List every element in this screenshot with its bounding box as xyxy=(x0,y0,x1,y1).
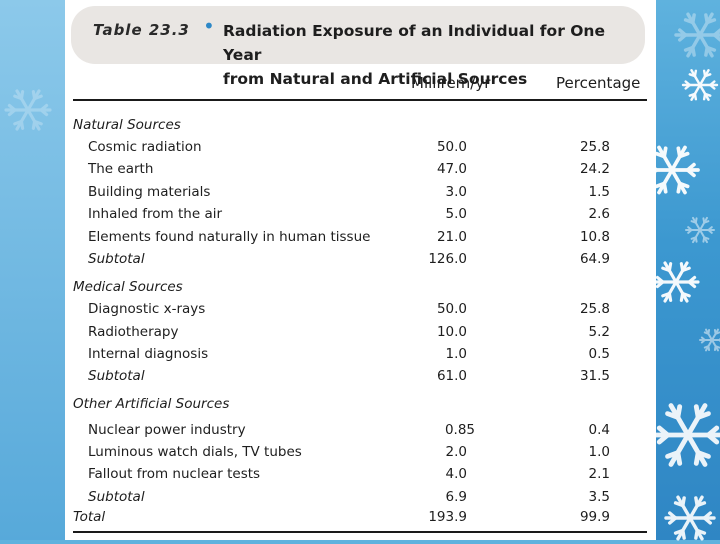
row-label: Elements found naturally in human tissue xyxy=(88,229,371,245)
row-label: Subtotal xyxy=(88,489,145,505)
subtotal-row: Subtotal 61.0 31.5 xyxy=(65,366,656,388)
row-label: Total xyxy=(73,509,106,525)
row-label: Nuclear power industry xyxy=(88,422,246,438)
millirem-value: 61.0 xyxy=(436,368,467,384)
row-label: Diagnostic x-rays xyxy=(88,301,206,317)
percentage-value: 99.9 xyxy=(579,509,610,525)
row-label: Inhaled from the air xyxy=(88,206,223,222)
millirem-value: 193.9 xyxy=(428,509,467,525)
millirem-value: 126.0 xyxy=(428,251,467,267)
millirem-value: 1.0 xyxy=(445,346,467,362)
table-row: Fallout from nuclear tests 4.0 2.1 xyxy=(65,464,656,486)
table-row: Inhaled from the air 5.0 2.6 xyxy=(65,204,656,226)
snowflake-icon xyxy=(4,89,52,131)
table-title: Radiation Exposure of an Individual for … xyxy=(223,19,643,91)
row-label: Subtotal xyxy=(88,368,145,384)
row-label: Cosmic radiation xyxy=(88,139,202,155)
background-left-panel xyxy=(0,0,65,540)
row-label: Internal diagnosis xyxy=(88,346,209,362)
table-row: Internal diagnosis 1.0 0.5 xyxy=(65,344,656,366)
snowflake-icon xyxy=(685,216,715,244)
snowflake-icon xyxy=(699,328,720,352)
footer-rule xyxy=(73,531,647,533)
percentage-value: 0.4 xyxy=(588,422,610,438)
table-row: Diagnostic x-rays 50.0 25.8 xyxy=(65,299,656,321)
row-label: Fallout from nuclear tests xyxy=(88,466,261,482)
percentage-value: 2.1 xyxy=(588,466,610,482)
millirem-value: 50.0 xyxy=(436,301,467,317)
column-header-millirem: Millirem/yr xyxy=(411,74,491,92)
snowflake-icon xyxy=(664,495,716,541)
table-page: Table 23.3 • Radiation Exposure of an In… xyxy=(65,0,656,540)
percentage-value: 2.6 xyxy=(588,206,610,222)
table-row: Nuclear power industry 0.85 0.4 xyxy=(65,420,656,442)
row-label: Natural Sources xyxy=(73,117,181,133)
snowflake-icon xyxy=(652,261,700,303)
millirem-value: 10.0 xyxy=(436,324,467,340)
header-rule xyxy=(73,99,647,101)
column-header-percentage: Percentage xyxy=(556,74,641,92)
table-row: The earth 47.0 24.2 xyxy=(65,159,656,181)
section-header-row: Other Artificial Sources xyxy=(65,394,656,416)
row-label: Building materials xyxy=(88,184,211,200)
table-title-line-2: from Natural and Artificial Sources xyxy=(223,70,528,88)
section-header-row: Natural Sources xyxy=(65,115,656,137)
section-header-row: Medical Sources xyxy=(65,277,656,299)
row-label: Radiotherapy xyxy=(88,324,179,340)
total-row: Total 193.9 99.9 xyxy=(65,507,656,529)
table-title-line-1: Radiation Exposure of an Individual for … xyxy=(223,22,605,64)
row-label: Medical Sources xyxy=(73,279,183,295)
millirem-value: 47.0 xyxy=(436,161,467,177)
percentage-value: 0.5 xyxy=(588,346,610,362)
snowflake-icon xyxy=(674,12,720,58)
percentage-value: 25.8 xyxy=(579,139,610,155)
millirem-value: 5.0 xyxy=(445,206,467,222)
table-row: Building materials 3.0 1.5 xyxy=(65,182,656,204)
percentage-value: 25.8 xyxy=(579,301,610,317)
bullet-icon: • xyxy=(203,14,215,38)
table-row: Luminous watch dials, TV tubes 2.0 1.0 xyxy=(65,442,656,464)
millirem-value: 3.0 xyxy=(445,184,467,200)
percentage-value: 1.0 xyxy=(588,444,610,460)
millirem-value: 6.9 xyxy=(445,489,467,505)
table-label: Table 23.3 xyxy=(93,21,190,39)
percentage-value: 1.5 xyxy=(588,184,610,200)
percentage-value: 24.2 xyxy=(579,161,610,177)
row-label: The earth xyxy=(88,161,154,177)
subtotal-row: Subtotal 126.0 64.9 xyxy=(65,249,656,271)
row-label: Other Artificial Sources xyxy=(73,396,230,412)
percentage-value: 5.2 xyxy=(588,324,610,340)
table-row: Radiotherapy 10.0 5.2 xyxy=(65,322,656,344)
millirem-value: 2.0 xyxy=(445,444,467,460)
table-row: Cosmic radiation 50.0 25.8 xyxy=(65,137,656,159)
percentage-value: 64.9 xyxy=(579,251,610,267)
percentage-value: 10.8 xyxy=(579,229,610,245)
snowflake-icon xyxy=(652,403,720,467)
millirem-value: 0.85 xyxy=(444,422,475,438)
table-row: Elements found naturally in human tissue… xyxy=(65,227,656,249)
percentage-value: 31.5 xyxy=(579,368,610,384)
snowflake-icon xyxy=(681,69,719,101)
row-label: Subtotal xyxy=(88,251,145,267)
subtotal-row: Subtotal 6.9 3.5 xyxy=(65,487,656,509)
millirem-value: 21.0 xyxy=(436,229,467,245)
millirem-value: 4.0 xyxy=(445,466,467,482)
percentage-value: 3.5 xyxy=(588,489,610,505)
row-label: Luminous watch dials, TV tubes xyxy=(88,444,302,460)
millirem-value: 50.0 xyxy=(436,139,467,155)
table-title-box: Table 23.3 • Radiation Exposure of an In… xyxy=(71,6,645,88)
